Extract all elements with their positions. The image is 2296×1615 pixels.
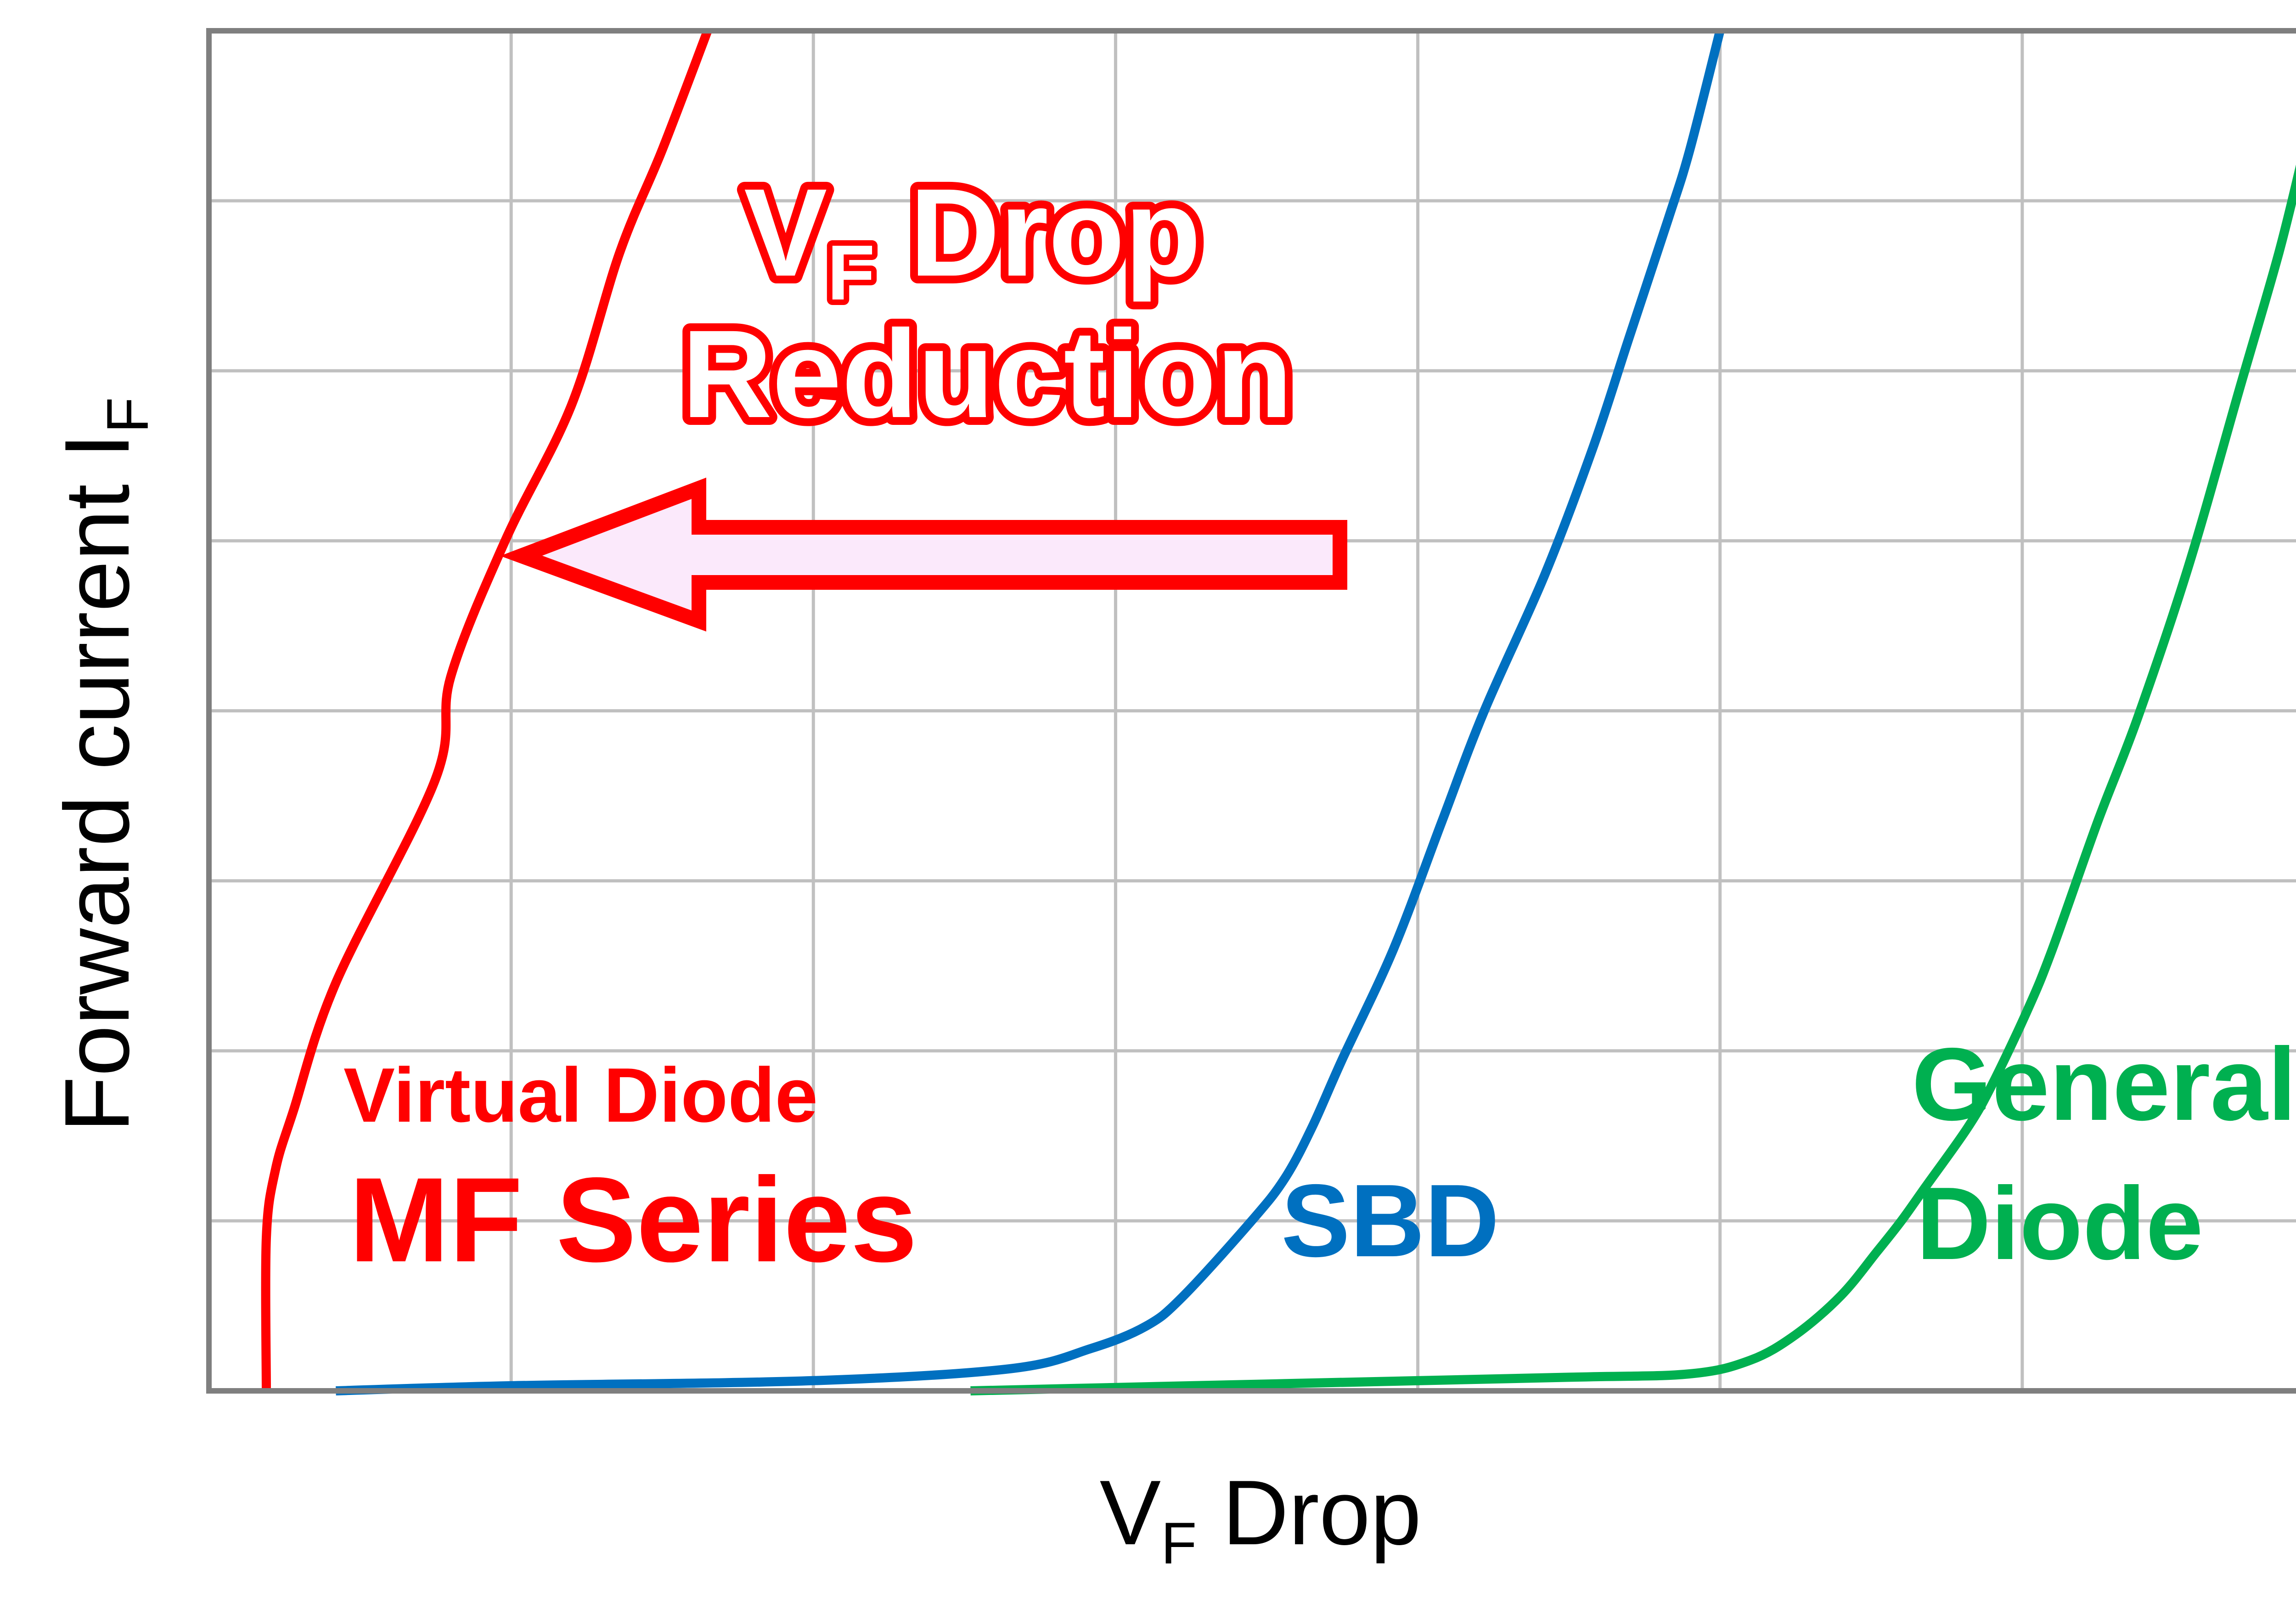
series-label-general: General [1912, 1026, 2296, 1142]
annotation-vf-main: V [744, 163, 828, 302]
series-label-diode: Diode [1916, 1165, 2203, 1281]
series-curves [261, 29, 2296, 1395]
reduction-arrow-left [500, 477, 1347, 632]
y-axis-title: Forward current IF [46, 397, 161, 1133]
virtual-diode-curve [261, 29, 712, 1391]
y-axis-title-main: Forward current I [46, 433, 148, 1133]
series-label-sbd: SBD [1281, 1163, 1499, 1278]
x-axis-title: VF Drop [1100, 1462, 1422, 1576]
annotation-vf-subscript: F [827, 229, 875, 316]
x-axis-title-subscript: F [1161, 1511, 1197, 1576]
sbd-curve [336, 29, 1725, 1395]
series-label-mf-series: MF Series [349, 1152, 917, 1287]
y-axis-title-subscript: F [95, 397, 161, 433]
annotation-vf-drop: VF Drop [744, 163, 1201, 316]
annotation-reduction: Reduction [682, 304, 1293, 444]
annotation-drop-rest: Drop [875, 163, 1201, 303]
general-diode-curve [970, 164, 2296, 1395]
x-axis-title-rest: Drop [1197, 1462, 1421, 1564]
plot-area-frame [206, 28, 2296, 1394]
x-axis-title-main: V [1100, 1462, 1161, 1564]
series-label-virtual-diode: Virtual Diode [343, 1052, 818, 1138]
